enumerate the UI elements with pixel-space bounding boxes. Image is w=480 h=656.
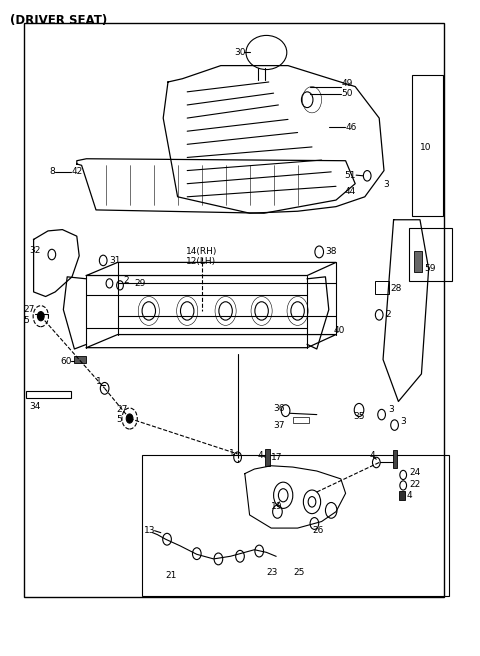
Bar [26, 391, 71, 398]
Text: 49: 49 [342, 79, 353, 89]
Text: 14(RH): 14(RH) [186, 247, 217, 256]
Text: 46: 46 [346, 123, 357, 132]
Circle shape [37, 312, 44, 321]
Text: 24: 24 [409, 468, 420, 477]
Text: 29: 29 [134, 279, 146, 288]
Text: 4: 4 [407, 491, 413, 501]
Text: (DRIVER SEAT): (DRIVER SEAT) [10, 14, 107, 28]
Text: 5: 5 [23, 316, 29, 325]
Bar [414, 251, 422, 272]
Text: 42: 42 [72, 167, 83, 176]
Bar [24, 23, 444, 597]
Bar [393, 450, 397, 468]
Text: 3: 3 [400, 417, 406, 426]
Text: 17: 17 [271, 453, 283, 462]
Bar [375, 281, 389, 294]
Bar [265, 449, 270, 466]
Text: 13: 13 [144, 525, 156, 535]
Text: 8: 8 [49, 167, 55, 176]
Text: 21: 21 [166, 571, 177, 581]
Text: 35: 35 [353, 412, 364, 421]
Text: 2: 2 [385, 310, 391, 319]
Text: 30: 30 [234, 48, 246, 57]
Text: 40: 40 [334, 326, 345, 335]
Text: 10: 10 [420, 143, 432, 152]
Text: 3: 3 [383, 180, 389, 190]
Text: 1: 1 [96, 377, 102, 386]
Circle shape [126, 414, 133, 423]
Text: 44: 44 [345, 187, 356, 196]
Text: 22: 22 [409, 480, 420, 489]
Text: 27: 27 [116, 405, 128, 415]
Text: 27: 27 [23, 305, 35, 314]
Text: 2: 2 [124, 276, 130, 285]
Bar [399, 491, 405, 500]
Text: 23: 23 [266, 567, 278, 577]
Text: 4: 4 [370, 451, 375, 461]
Text: 31: 31 [109, 256, 121, 265]
Text: 12(LH): 12(LH) [186, 256, 216, 266]
Text: 38: 38 [325, 247, 337, 256]
Text: 5: 5 [116, 415, 122, 424]
Bar [293, 417, 309, 423]
Text: 1: 1 [228, 449, 234, 459]
Bar [409, 228, 452, 281]
Text: 36: 36 [274, 404, 285, 413]
Text: 28: 28 [390, 284, 402, 293]
Bar [74, 356, 86, 363]
Text: 51: 51 [345, 171, 356, 180]
Text: 19: 19 [271, 502, 283, 511]
Text: 34: 34 [30, 402, 41, 411]
Text: 4: 4 [258, 451, 264, 461]
Bar [142, 455, 449, 596]
Text: 26: 26 [312, 525, 324, 535]
Text: 50: 50 [342, 89, 353, 98]
Text: 25: 25 [294, 567, 305, 577]
Text: 59: 59 [424, 264, 436, 274]
Text: 32: 32 [29, 246, 40, 255]
Text: 60: 60 [60, 357, 72, 366]
Text: 37: 37 [274, 420, 285, 430]
Bar [412, 75, 443, 216]
Text: 3: 3 [388, 405, 394, 415]
